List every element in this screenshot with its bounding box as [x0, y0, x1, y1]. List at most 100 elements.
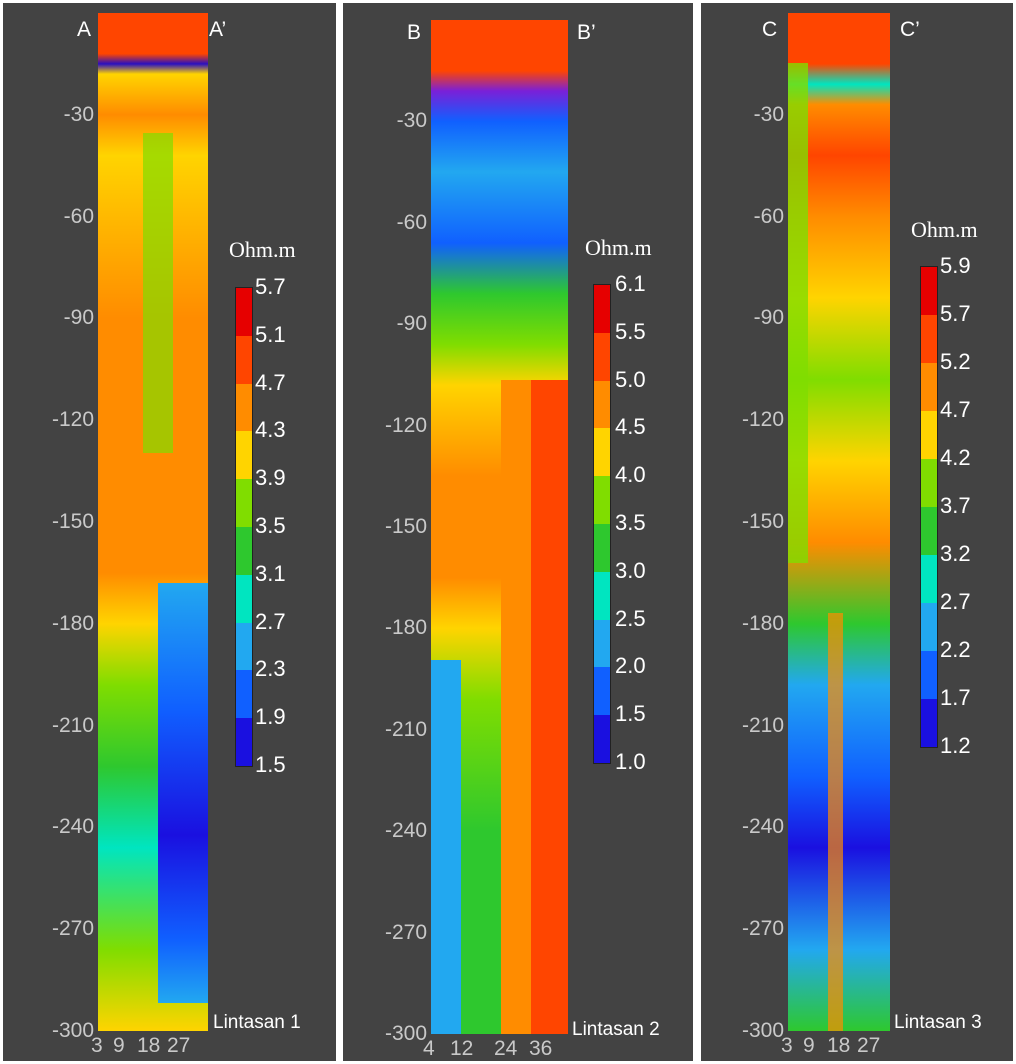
- track-label: Lintasan 3: [894, 1012, 982, 1033]
- colorbar-segment: [921, 411, 937, 459]
- y-tick-label: -30: [753, 102, 784, 126]
- track-label: Lintasan 2: [572, 1019, 660, 1040]
- colorbar-level-label: 5.2: [940, 349, 971, 374]
- colorbar-level-label: 2.3: [255, 656, 286, 682]
- panel-lintasan-3: C C’ Ohm.m Lintasan 3 -30 -60 -90 -120 -150 -…: [701, 3, 1013, 1061]
- colorbar-segment: [921, 555, 937, 603]
- colorbar-segment: [921, 267, 937, 315]
- y-tick-label: -270: [741, 917, 784, 941]
- section-start-label: C: [762, 18, 778, 41]
- colorbar-level-label: 3.2: [940, 541, 971, 566]
- x-tick-label: 27: [167, 1034, 191, 1057]
- colorbar-segment: [236, 479, 252, 527]
- x-tick-label: 3: [781, 1034, 793, 1057]
- unit-label: Ohm.m: [585, 235, 652, 260]
- colorbar-level-label: 2.7: [255, 608, 286, 634]
- colorbar-segment: [594, 476, 610, 524]
- colorbar-level-label: 5.9: [940, 253, 971, 278]
- colorbar-level-label: 3.1: [255, 560, 286, 586]
- y-tick-label: -30: [63, 102, 94, 126]
- colorbar: [920, 266, 938, 748]
- x-tick-label: 9: [113, 1034, 125, 1057]
- colorbar-level-label: 3.5: [615, 510, 646, 535]
- y-tick-label: -150: [51, 510, 94, 533]
- colorbar-level-label: 5.1: [255, 321, 286, 347]
- y-tick-label: -300: [51, 1019, 94, 1042]
- colorbar-level-label: 4.7: [940, 397, 971, 422]
- y-tick-label: -210: [51, 713, 94, 737]
- colorbar-level-label: 3.7: [940, 493, 971, 518]
- y-tick-label: -270: [51, 917, 94, 941]
- y-tick-label: -150: [741, 510, 784, 533]
- colorbar-segment: [921, 699, 937, 747]
- heatmap-lintasan-1: [98, 13, 208, 1031]
- colorbar-level-label: 5.5: [615, 318, 646, 344]
- panel-lintasan-2: B B’ Ohm.m Lintasan 2 -30 -60 -90 -120 -150 -…: [343, 3, 693, 1061]
- section-start-label: B: [407, 21, 422, 44]
- colorbar-segment: [594, 332, 610, 381]
- colorbar-level-label: 4.2: [940, 445, 971, 470]
- y-tick-label: -90: [753, 306, 784, 330]
- y-tick-label: -210: [741, 713, 784, 737]
- x-tick-label: 3: [91, 1034, 103, 1057]
- colorbar: [235, 287, 253, 767]
- y-tick-label: -270: [384, 920, 427, 944]
- colorbar-level-label: 3.0: [615, 557, 646, 583]
- colorbar-level-label: 1.5: [255, 752, 286, 777]
- colorbar-segment: [594, 619, 610, 668]
- y-tick-label: -60: [63, 204, 94, 228]
- section-end-label: A’: [209, 18, 227, 41]
- y-tick-label: -30: [396, 109, 427, 133]
- colorbar-level-label: 5.7: [255, 274, 286, 299]
- colorbar-segment: [236, 670, 252, 719]
- colorbar-segment: [594, 428, 610, 477]
- x-tick-label: 18: [827, 1034, 851, 1057]
- colorbar-segment: [594, 571, 610, 620]
- colorbar-level-label: 5.0: [615, 366, 646, 392]
- heatmap-lintasan-2: [431, 20, 568, 1034]
- colorbar-level-label: 2.5: [615, 605, 646, 631]
- y-tick-label: -60: [753, 204, 784, 228]
- colorbar-level-label: 5.7: [940, 301, 971, 326]
- colorbar-level-label: 4.7: [255, 369, 286, 395]
- y-tick-label: -120: [384, 413, 427, 437]
- y-tick-label: -180: [51, 611, 94, 635]
- colorbar-level-label: 1.5: [615, 701, 646, 727]
- colorbar-segment: [921, 363, 937, 411]
- track-label: Lintasan 1: [213, 1012, 301, 1033]
- colorbar-segment: [236, 383, 252, 432]
- y-tick-label: -90: [396, 312, 427, 336]
- colorbar-level-label: 1.0: [615, 749, 646, 774]
- x-tick-label: 12: [450, 1037, 474, 1060]
- colorbar-segment: [594, 524, 610, 572]
- x-tick-label: 24: [494, 1037, 518, 1060]
- heatmap-lintasan-3: [788, 13, 890, 1031]
- colorbar-level-label: 1.7: [940, 685, 971, 710]
- colorbar-segment: [594, 380, 610, 429]
- colorbar-level-label: 1.9: [255, 704, 286, 730]
- colorbar-segment: [236, 335, 252, 384]
- colorbar-level-label: 2.0: [615, 653, 646, 679]
- x-tick-label: 18: [137, 1034, 161, 1057]
- colorbar-segment: [236, 431, 252, 480]
- colorbar-level-label: 4.3: [255, 417, 286, 443]
- colorbar-segment: [594, 715, 610, 763]
- colorbar-level-label: 3.5: [255, 513, 286, 538]
- y-tick-label: -60: [396, 210, 427, 234]
- colorbar-segment: [594, 285, 610, 333]
- y-tick-label: -180: [384, 616, 427, 640]
- y-tick-label: -240: [384, 819, 427, 843]
- colorbar-segment: [236, 574, 252, 623]
- colorbar-segment: [236, 718, 252, 766]
- colorbar-segment: [594, 667, 610, 716]
- x-tick-label: 4: [423, 1037, 435, 1060]
- unit-label: Ohm.m: [229, 237, 296, 262]
- y-tick-label: -180: [741, 611, 784, 635]
- colorbar-segment: [236, 527, 252, 575]
- colorbar-level-label: 4.0: [615, 462, 646, 488]
- y-tick-label: -210: [384, 717, 427, 741]
- colorbar-segment: [921, 651, 937, 699]
- x-tick-label: 36: [529, 1037, 553, 1060]
- y-tick-label: -120: [51, 408, 94, 432]
- colorbar-segment: [236, 288, 252, 336]
